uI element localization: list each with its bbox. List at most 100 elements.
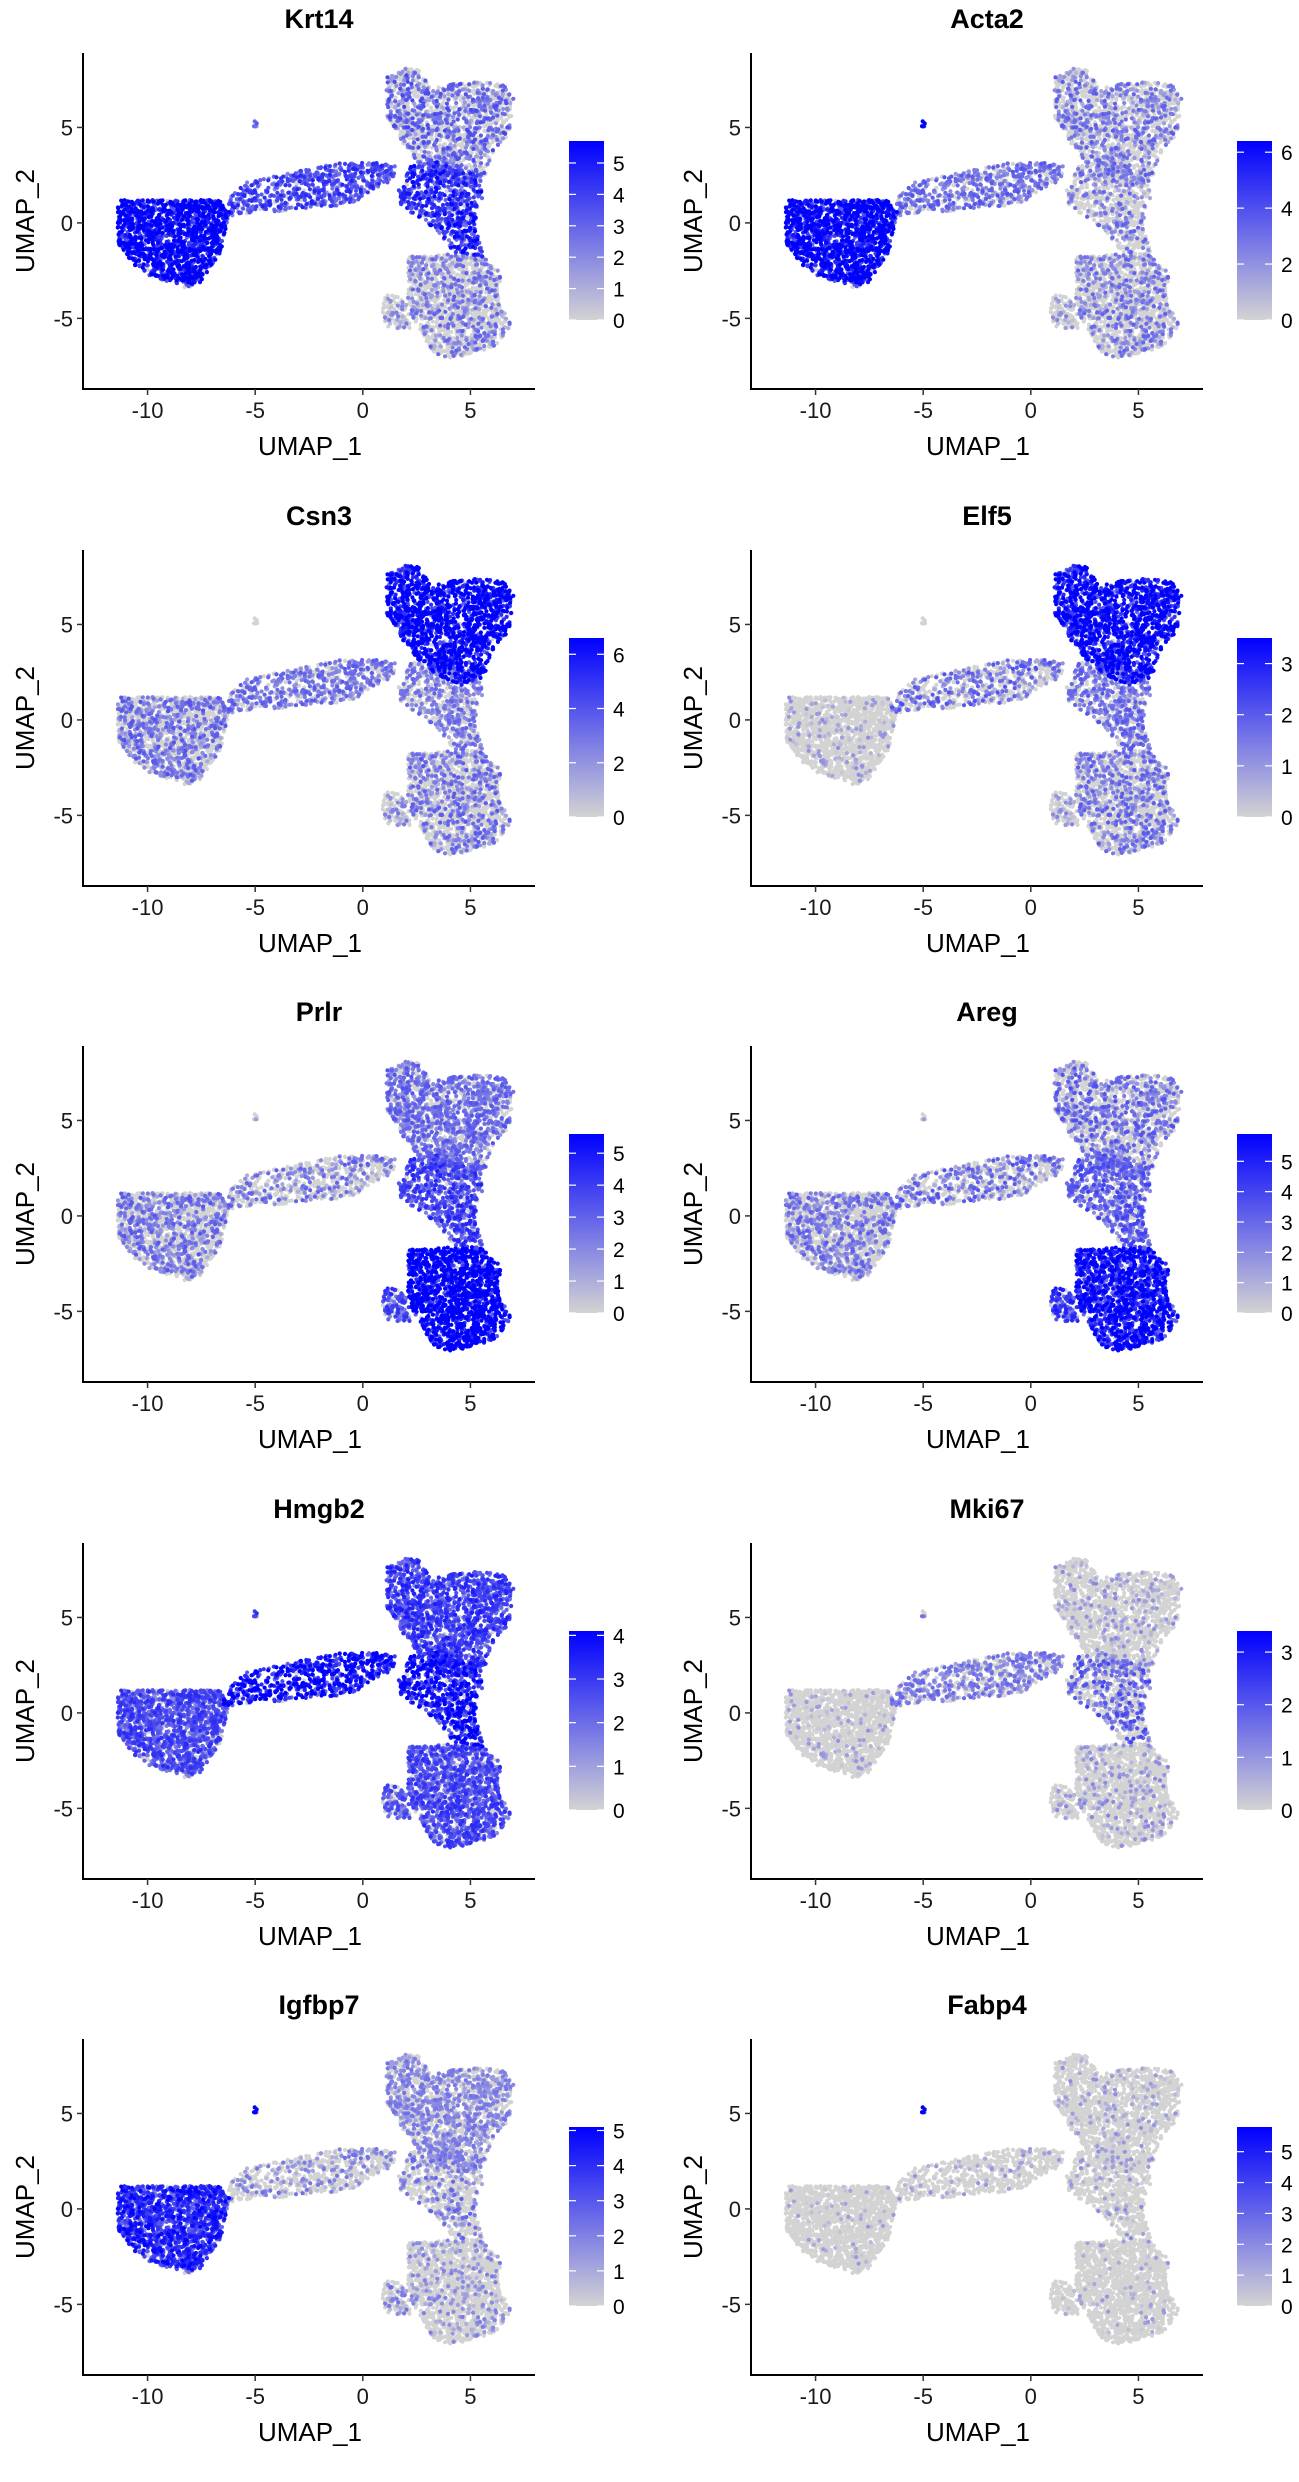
cell-point xyxy=(434,137,439,143)
cell-point xyxy=(462,308,467,313)
cell-point xyxy=(480,265,485,270)
cell-point xyxy=(463,322,468,327)
cell-point xyxy=(346,168,351,173)
cell-point xyxy=(422,292,427,297)
cell-point xyxy=(431,202,437,208)
cell-point xyxy=(456,172,462,177)
cell-point xyxy=(451,119,456,124)
cell-point xyxy=(412,93,417,98)
cell-point xyxy=(450,261,455,266)
cell-point xyxy=(328,168,333,173)
cell-point xyxy=(382,315,388,320)
cell-point xyxy=(279,197,284,202)
cell-point xyxy=(333,162,338,167)
cell-point xyxy=(484,274,489,279)
cell-point xyxy=(374,161,379,166)
cell-point xyxy=(386,105,391,110)
cell-point xyxy=(460,293,466,298)
cell-point xyxy=(446,184,451,189)
cell-point xyxy=(459,289,464,294)
cell-point xyxy=(421,154,426,159)
cell-point xyxy=(458,316,463,321)
cell-point xyxy=(446,153,451,158)
cell-point xyxy=(452,276,457,281)
cell-point xyxy=(421,85,426,90)
cell-point xyxy=(454,100,459,106)
cell-point xyxy=(404,73,409,78)
cell-point xyxy=(458,194,463,199)
cell-point xyxy=(285,171,290,176)
cell-point xyxy=(457,112,462,117)
cell-point xyxy=(473,306,478,311)
cell-point xyxy=(493,83,498,88)
cell-point xyxy=(445,316,450,321)
cell-point xyxy=(407,301,412,306)
cell-point xyxy=(433,338,438,343)
cell-point xyxy=(441,100,446,105)
cell-point xyxy=(352,198,357,203)
cell-point xyxy=(464,119,469,124)
cell-point xyxy=(295,187,300,192)
cell-point xyxy=(327,196,332,201)
cell-point xyxy=(437,196,442,201)
cell-point xyxy=(437,208,442,213)
cell-point xyxy=(434,90,439,95)
cell-point xyxy=(472,270,477,275)
cell-point xyxy=(406,199,411,205)
cell-point xyxy=(443,309,448,314)
cell-point xyxy=(165,259,170,264)
cell-point xyxy=(441,183,446,188)
cell-point xyxy=(480,338,485,343)
cell-point xyxy=(482,108,488,113)
cell-point xyxy=(283,183,288,188)
cell-point xyxy=(424,263,429,268)
cell-point xyxy=(414,316,419,321)
cell-point xyxy=(256,184,261,189)
cell-point xyxy=(482,152,487,157)
cell-point xyxy=(423,280,428,285)
cell-point xyxy=(445,252,450,257)
cell-point xyxy=(251,124,257,129)
cell-point xyxy=(451,297,456,302)
cell-point xyxy=(458,202,463,207)
cell-point xyxy=(494,341,499,346)
cell-point xyxy=(500,327,505,332)
cell-point xyxy=(394,83,399,88)
cell-point xyxy=(459,352,464,358)
cell-point xyxy=(387,115,392,120)
cell-point xyxy=(478,290,483,295)
cell-point xyxy=(303,205,308,210)
cell-point xyxy=(421,101,426,106)
cell-point xyxy=(441,106,446,111)
cell-point xyxy=(493,96,498,101)
cell-point xyxy=(442,193,447,198)
cell-point xyxy=(164,239,169,244)
cell-point xyxy=(241,206,246,211)
cell-point xyxy=(506,326,511,331)
cell-point xyxy=(419,260,425,265)
cell-point xyxy=(267,199,272,204)
cell-point xyxy=(410,296,415,301)
cell-point xyxy=(388,77,394,82)
cell-point xyxy=(445,120,450,125)
cell-point xyxy=(413,292,418,297)
cell-point xyxy=(343,174,348,179)
cell-point xyxy=(472,80,477,85)
cell-point xyxy=(430,109,435,114)
cell-point xyxy=(490,139,495,145)
cell-point xyxy=(493,121,499,126)
cell-point xyxy=(237,211,242,216)
cell-point xyxy=(432,142,437,148)
cell-point xyxy=(434,148,439,153)
cell-point xyxy=(486,333,491,338)
cell-point xyxy=(402,88,407,94)
cell-point xyxy=(449,350,455,355)
cell-point xyxy=(490,127,495,132)
cell-point xyxy=(412,70,418,75)
cell-point xyxy=(353,167,358,172)
cell-point xyxy=(464,255,469,260)
cell-point xyxy=(460,87,465,92)
cell-point xyxy=(323,165,328,170)
cell-point xyxy=(407,325,412,330)
cell-point xyxy=(298,173,303,178)
